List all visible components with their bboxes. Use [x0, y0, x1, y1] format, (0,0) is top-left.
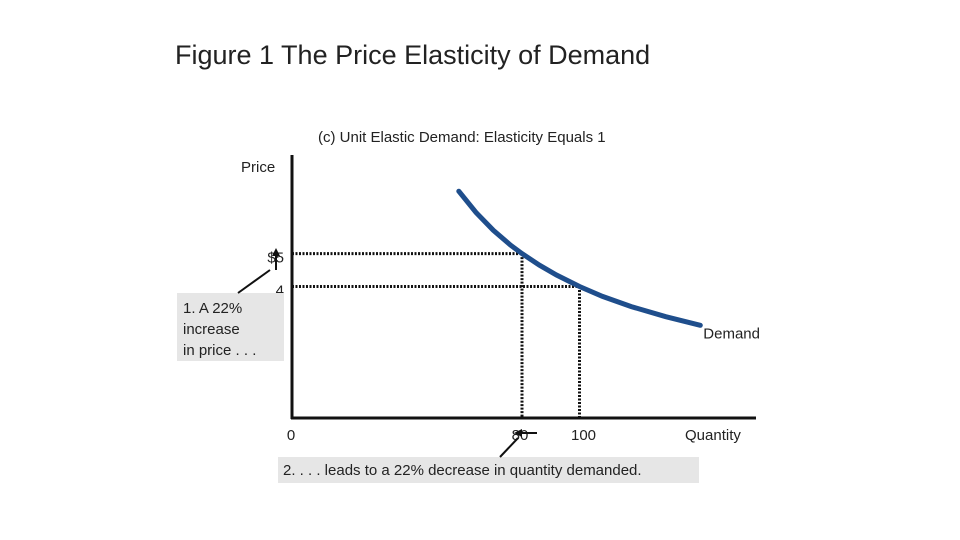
- annotation-price-box: [177, 293, 284, 361]
- annotation-price-line-2: increase: [183, 321, 240, 338]
- demand-series-label: Demand: [703, 325, 760, 342]
- slide-title: Figure 1 The Price Elasticity of Demand: [175, 40, 651, 70]
- chart-title: (c) Unit Elastic Demand: Elasticity Equa…: [318, 129, 606, 146]
- y-tick-label-1: 4: [276, 283, 284, 300]
- x-tick-label-0: 0: [287, 427, 295, 444]
- annotation-price-pointer: [237, 269, 271, 294]
- reference-guides: [292, 252, 581, 418]
- x-axis-label: Quantity: [685, 427, 741, 444]
- annotation-quantity-text: 2. . . . leads to a 22% decrease in quan…: [283, 462, 642, 479]
- y-axis-label: Price: [241, 159, 275, 176]
- annotation-price-line-3: in price . . .: [183, 342, 256, 359]
- annotation-quantity-box: [278, 457, 699, 483]
- annotation-quantity-pointer: [499, 437, 519, 458]
- demand-curve: [456, 188, 703, 328]
- x-tick-label-2: 100: [571, 427, 596, 444]
- annotation-price-line-1: 1. A 22%: [183, 300, 242, 317]
